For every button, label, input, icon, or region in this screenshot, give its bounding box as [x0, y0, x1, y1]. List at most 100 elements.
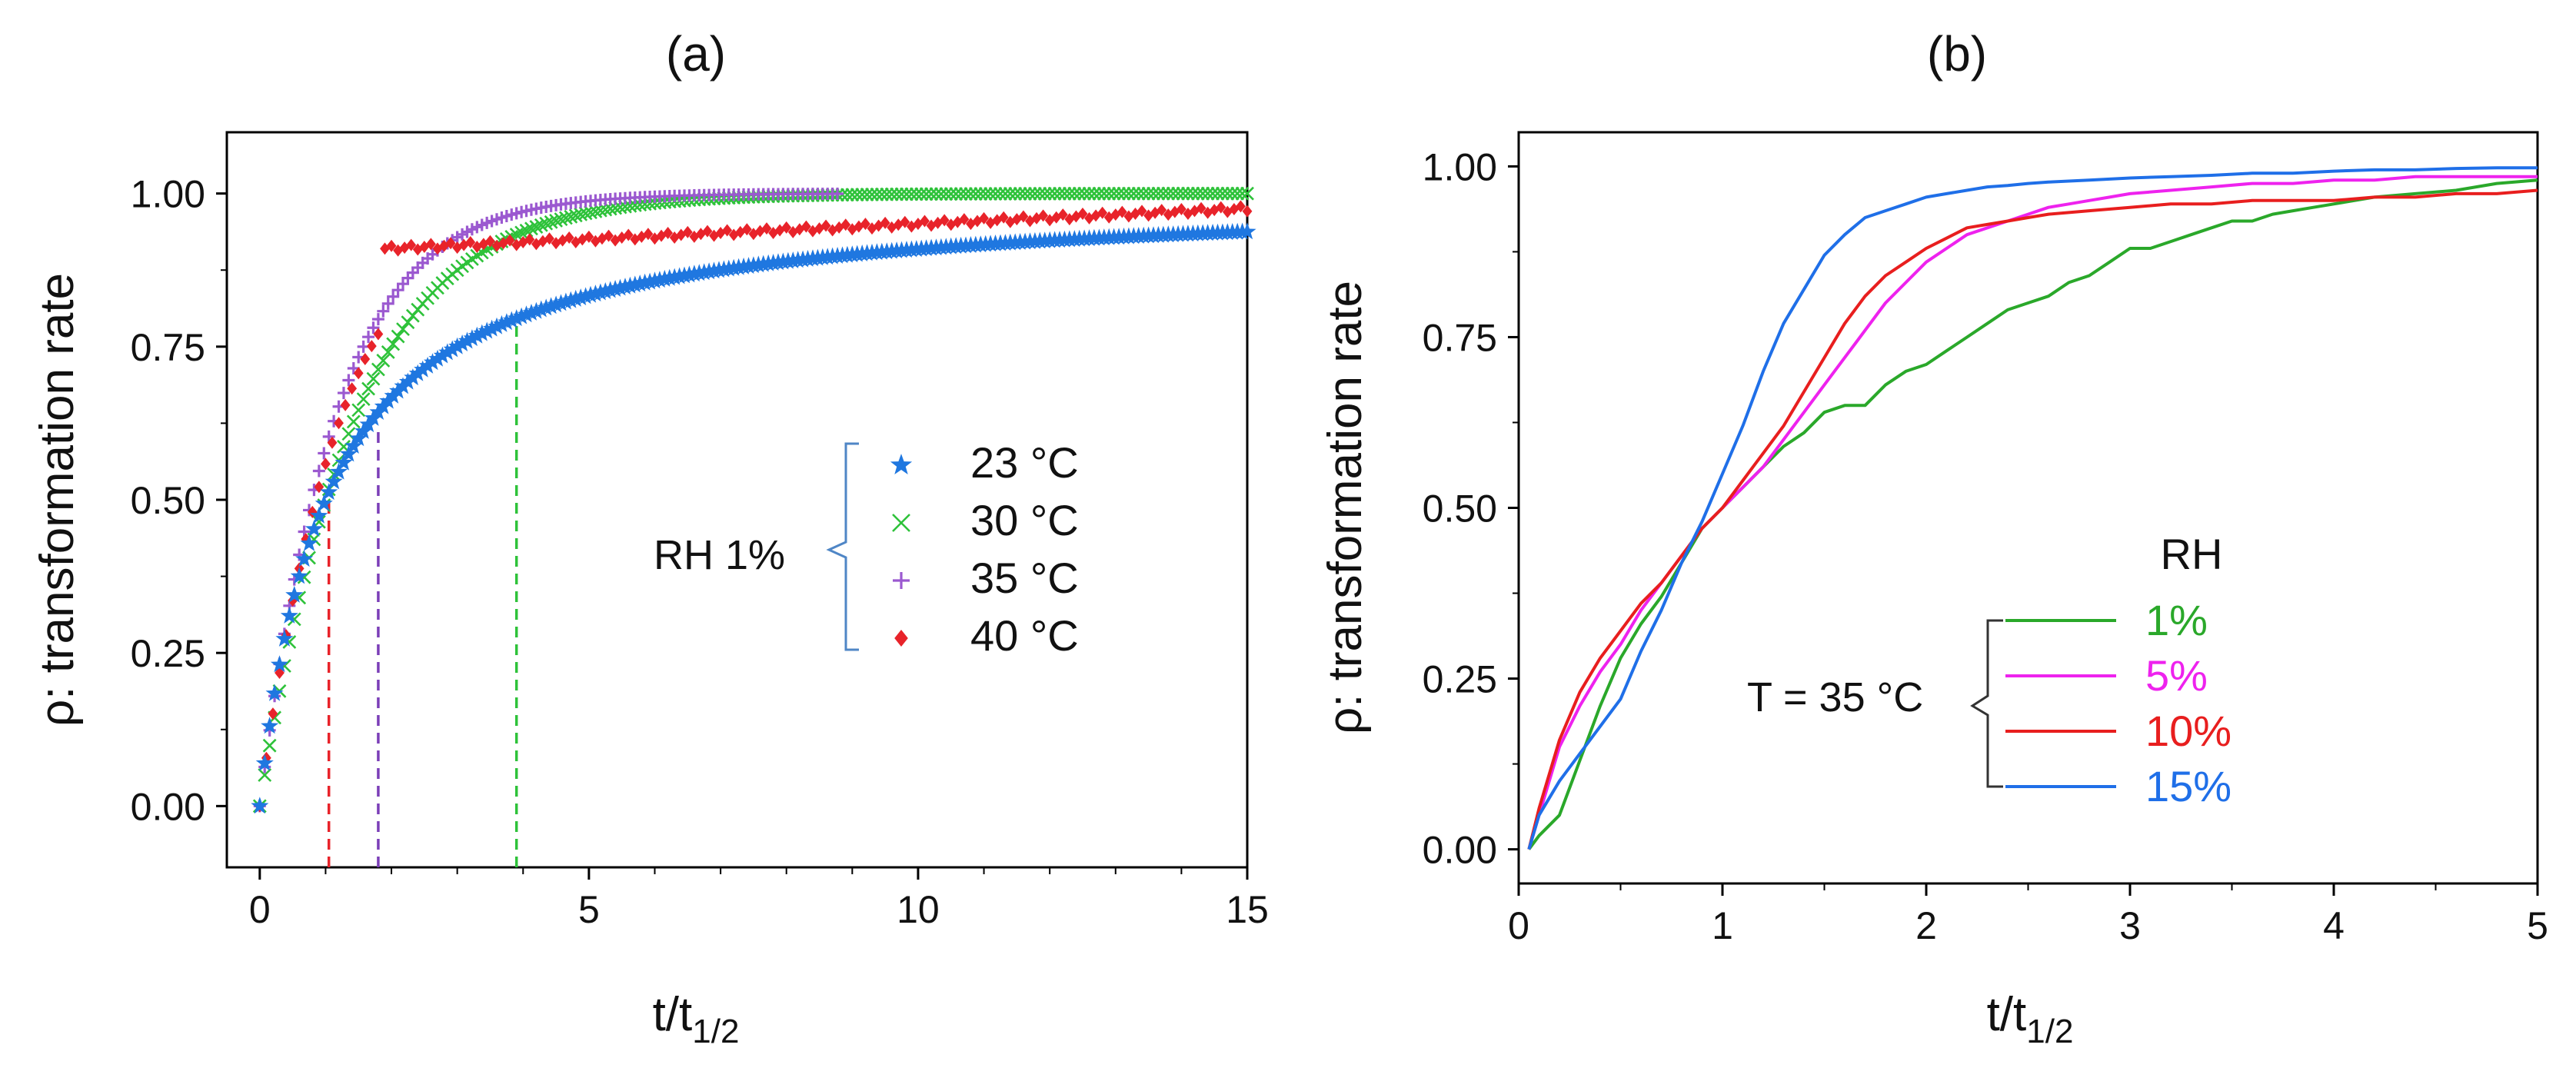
- panel-a-point: [564, 231, 574, 245]
- panel-a-point: [387, 290, 400, 303]
- panel-a-point: [1092, 186, 1107, 201]
- panel-a-point: [315, 494, 333, 511]
- panel-a-point: [258, 768, 272, 782]
- panel-a-point: [577, 287, 595, 304]
- panel-a-point: [1038, 209, 1048, 222]
- panel-a-point: [924, 187, 938, 201]
- panel-a-point: [371, 313, 384, 326]
- panel-a-point: [1027, 186, 1042, 201]
- panel-a-point: [939, 214, 950, 227]
- panel-a-point: [367, 321, 380, 334]
- panel-b-series-line-10pct: [1527, 188, 2538, 850]
- panel-a-point: [394, 377, 412, 394]
- panel-a-point: [485, 235, 495, 248]
- panel-a-point: [1196, 201, 1206, 215]
- panel-a-point: [433, 346, 451, 364]
- panel-b-series-line-15pct: [1527, 166, 2538, 850]
- panel-a-point: [1097, 186, 1111, 201]
- panel-a-point: [1163, 208, 1173, 221]
- panel-a-point: [524, 233, 535, 246]
- panel-a-point: [855, 188, 870, 201]
- panel-a-point: [1005, 215, 1016, 228]
- panel-a-point: [959, 213, 970, 226]
- panel-a-point: [890, 454, 913, 474]
- panel-a-point: [1240, 186, 1254, 201]
- panel-a-point: [929, 187, 944, 201]
- panel-a-point: [1210, 186, 1225, 201]
- panel-a-point: [512, 307, 531, 324]
- panel-a-point: [1190, 205, 1200, 218]
- panel-a-point: [364, 408, 382, 426]
- panel-a-point: [1097, 206, 1108, 219]
- panel-a-point: [894, 187, 909, 201]
- panel-a-reference-lines: [327, 316, 518, 867]
- panel-a-point: [761, 222, 772, 235]
- panel-a-point: [973, 187, 988, 201]
- panel-a-point: [827, 224, 838, 237]
- panel-a-point: [919, 187, 934, 201]
- panel-a-point: [702, 225, 713, 238]
- panel-a-point: [1150, 206, 1160, 219]
- panel-b-xtick-label: 1: [1712, 904, 1733, 947]
- panel-a-ytick-label: 0.00: [131, 785, 205, 828]
- panel-a-point: [1203, 206, 1213, 219]
- panel-a-point: [904, 187, 919, 201]
- panel-a-point: [381, 297, 394, 310]
- panel-a-xlabel: t/t1/2: [653, 988, 740, 1050]
- panel-b-ytick-label: 0.75: [1423, 316, 1497, 359]
- panel-a-point: [453, 334, 471, 351]
- panel-a-point: [251, 797, 269, 814]
- panel-a-point: [840, 218, 851, 231]
- panel-a-point: [611, 278, 630, 296]
- panel-a-point: [424, 353, 442, 371]
- panel-a-point: [1171, 186, 1186, 201]
- panel-a-point: [373, 328, 384, 341]
- panel-a-point: [1102, 186, 1117, 201]
- panel-a-point: [351, 403, 366, 418]
- panel-a-point: [389, 381, 408, 399]
- panel-a-point: [998, 187, 1013, 201]
- panel-a-point: [549, 213, 563, 228]
- panel-a-point: [261, 751, 271, 764]
- panel-a-point: [1183, 207, 1193, 220]
- panel-a-point: [1018, 186, 1032, 201]
- panel-a-point: [993, 187, 1007, 201]
- panel-b-xlabel-sub: 1/2: [2026, 1013, 2073, 1050]
- panel-a-point: [1067, 186, 1082, 201]
- panel-a-point: [1062, 186, 1077, 201]
- panel-a-point: [985, 216, 996, 229]
- panel-a-point: [1225, 186, 1240, 201]
- panel-b-ytick-label: 0.00: [1423, 829, 1497, 872]
- panel-a-point: [327, 436, 338, 449]
- panel-a-frame: [225, 131, 1249, 869]
- panel-a-point: [900, 187, 914, 201]
- panel-a-label: (a): [666, 26, 726, 82]
- panel-a-point: [1018, 210, 1029, 223]
- panel-a-point: [820, 219, 831, 232]
- panel-a-point: [362, 331, 375, 344]
- panel-a-point: [834, 221, 844, 234]
- panel-a-point: [586, 284, 604, 302]
- panel-a-point: [1220, 186, 1235, 201]
- panel-a-xlabel-sub: 1/2: [692, 1013, 739, 1050]
- panel-a-point: [1190, 186, 1205, 201]
- panel-a-point: [557, 292, 575, 310]
- panel-b-series-line-5pct: [1527, 175, 2538, 850]
- panel-a-point: [1087, 186, 1101, 201]
- panel-a-point: [1013, 187, 1027, 201]
- panel-b-xlabel-main: t/t: [1987, 988, 2027, 1041]
- panel-a-point: [334, 453, 353, 471]
- panel-a-xtick-label: 5: [578, 888, 600, 931]
- panel-a-point: [850, 188, 864, 202]
- panel-a-point: [998, 211, 1009, 224]
- panel-a-point: [371, 362, 385, 377]
- panel-a-point: [340, 398, 351, 411]
- panel-a-point: [887, 221, 897, 234]
- panel-a-point: [1157, 204, 1167, 217]
- panel-b-xtick-label: 5: [2527, 904, 2548, 947]
- panel-a-legend: RH 1% 23 °C 30 °C 35 °C 40 °C: [654, 438, 1079, 660]
- panel-a-point: [1206, 186, 1220, 201]
- panel-a-point: [1077, 207, 1088, 220]
- panel-a-point: [874, 187, 889, 201]
- panel-a-point: [840, 188, 854, 202]
